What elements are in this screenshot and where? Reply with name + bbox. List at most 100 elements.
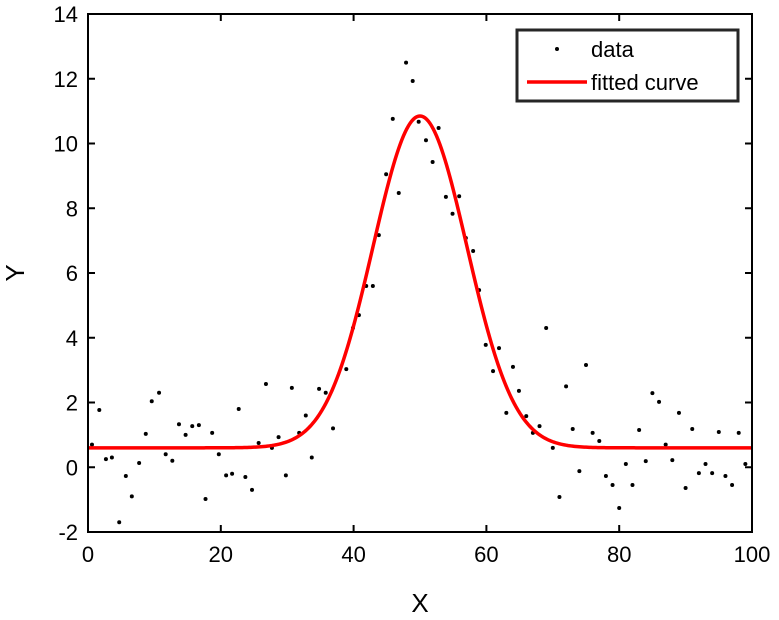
- data-point: [224, 473, 229, 478]
- data-point: [396, 191, 401, 196]
- data-point: [250, 487, 255, 492]
- data-point: [504, 410, 509, 415]
- data-point: [410, 79, 415, 84]
- data-point: [584, 362, 588, 367]
- data-point: [557, 495, 562, 500]
- data-point: [423, 138, 428, 143]
- data-point: [370, 283, 375, 288]
- data-point: [149, 399, 154, 404]
- data-point: [236, 406, 241, 411]
- data-point: [676, 410, 681, 415]
- data-point: [436, 125, 441, 130]
- data-point: [216, 452, 221, 457]
- x-tick-label: 20: [209, 542, 233, 567]
- data-point: [443, 194, 448, 199]
- data-point: [690, 427, 695, 432]
- fitted-curve-line: [88, 114, 752, 450]
- data-point: [657, 399, 662, 404]
- data-point: [283, 473, 288, 478]
- x-tick-label: 40: [341, 542, 365, 567]
- data-point: [390, 116, 395, 121]
- data-point: [516, 388, 521, 393]
- y-ticks: -2 0 2 4 6 8 10 12 14: [54, 2, 752, 545]
- y-tick-label: 12: [54, 67, 78, 92]
- data-point: [376, 233, 381, 238]
- data-point: [564, 384, 569, 389]
- data-point: [630, 483, 635, 488]
- data-point: [103, 457, 108, 462]
- data-point: [97, 407, 102, 412]
- data-point: [603, 473, 608, 478]
- legend-box: [515, 28, 740, 103]
- data-point: [430, 159, 435, 164]
- data-point: [163, 452, 168, 457]
- data-point: [597, 439, 602, 444]
- legend-label-data: data: [591, 37, 635, 62]
- data-point: [276, 435, 281, 440]
- data-point: [643, 459, 648, 464]
- y-axis-label: Y: [0, 264, 30, 281]
- x-ticks: 0 20 40 60 80 100: [82, 14, 770, 567]
- data-point: [623, 462, 628, 467]
- data-point: [730, 483, 735, 488]
- data-point: [317, 386, 322, 391]
- data-point: [524, 414, 529, 419]
- data-point: [510, 364, 515, 369]
- data-point: [143, 431, 148, 436]
- data-point: [577, 469, 582, 474]
- data-point: [617, 506, 622, 511]
- data-point: [723, 473, 728, 478]
- data-point: [230, 471, 235, 476]
- y-tick-label: 8: [66, 196, 78, 221]
- y-tick-label: 10: [54, 132, 78, 157]
- data-point: [457, 194, 462, 199]
- x-tick-label: 60: [474, 542, 498, 567]
- data-point: [203, 496, 208, 501]
- y-tick-label: 14: [54, 2, 78, 27]
- data-point: [710, 471, 715, 476]
- data-point: [157, 390, 162, 395]
- data-point: [129, 494, 134, 499]
- data-point: [683, 485, 688, 490]
- x-tick-label: 100: [734, 542, 771, 567]
- legend-label-fitted-curve: fitted curve: [591, 70, 699, 95]
- data-point: [190, 424, 195, 429]
- data-point: [309, 455, 314, 460]
- data-point: [176, 422, 181, 427]
- legend-data-marker: [555, 47, 559, 51]
- data-point: [137, 461, 142, 466]
- data-point: [483, 342, 488, 347]
- y-tick-label: 4: [66, 326, 78, 351]
- y-tick-label: 6: [66, 261, 78, 286]
- data-point: [736, 430, 741, 435]
- data-point: [570, 427, 575, 432]
- data-point: [404, 60, 409, 65]
- data-point: [544, 326, 549, 331]
- data-point: [743, 462, 748, 467]
- y-tick-label: 0: [66, 455, 78, 480]
- x-tick-label: 0: [82, 542, 94, 567]
- data-point: [450, 211, 455, 216]
- data-point: [491, 369, 496, 374]
- data-point: [210, 430, 215, 435]
- data-point: [196, 423, 201, 428]
- data-point: [243, 474, 248, 479]
- data-point: [303, 413, 308, 418]
- y-tick-label: -2: [58, 520, 78, 545]
- y-tick-label: 2: [66, 391, 78, 416]
- data-point: [263, 382, 268, 387]
- data-point: [716, 429, 721, 434]
- data-point: [344, 367, 349, 372]
- data-point: [696, 471, 701, 476]
- data-point: [331, 426, 336, 431]
- data-point: [670, 458, 675, 463]
- data-point: [663, 442, 668, 447]
- data-point: [650, 391, 655, 396]
- data-point: [323, 390, 328, 395]
- data-point: [590, 430, 595, 435]
- data-point: [256, 440, 261, 445]
- data-point: [550, 445, 555, 450]
- data-point: [289, 385, 294, 390]
- data-point: [471, 248, 476, 253]
